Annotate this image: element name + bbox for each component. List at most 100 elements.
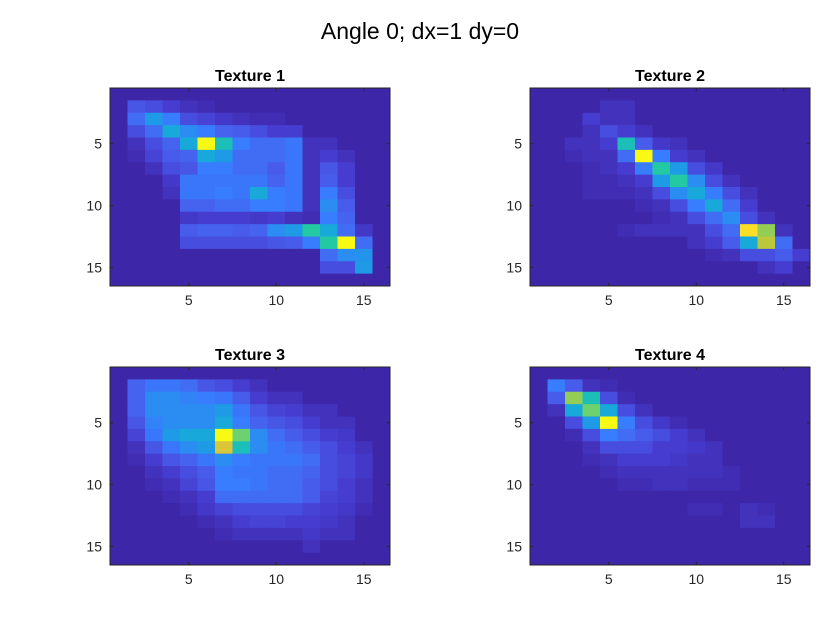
heatmap-cell (530, 125, 548, 138)
heatmap-cell (285, 490, 303, 504)
heatmap-cell (285, 125, 303, 138)
heatmap-cell (355, 540, 373, 554)
heatmap-cell (740, 466, 758, 479)
heatmap-cell (565, 428, 583, 442)
heatmap-cell (250, 88, 268, 101)
axes-box (109, 87, 391, 287)
heatmap-cell (635, 490, 653, 504)
heatmap-cell (372, 125, 391, 138)
heatmap-cell (565, 441, 583, 455)
panel-title: Texture 4 (635, 347, 705, 364)
heatmap-cell (372, 261, 391, 275)
heatmap-cell (162, 478, 181, 492)
heatmap-cell (337, 404, 356, 417)
heatmap-cell (285, 527, 303, 541)
heatmap-cell (320, 404, 338, 417)
y-tick-label: 15 (506, 538, 522, 554)
heatmap-cell (285, 187, 303, 200)
heatmap-cell (355, 100, 373, 114)
heatmap-cell (320, 552, 338, 566)
heatmap-cell (670, 88, 688, 101)
heatmap-cell (565, 199, 583, 213)
heatmap-cell (775, 211, 793, 225)
heatmap-cell (215, 379, 233, 393)
heatmap-cell (110, 391, 128, 405)
heatmap-cell (565, 515, 583, 529)
heatmap-cell (617, 88, 636, 101)
heatmap-cell (600, 187, 618, 200)
heatmap-cell (302, 367, 321, 380)
heatmap-cell (600, 236, 618, 250)
heatmap-cell (355, 261, 373, 275)
heatmap-cell (145, 441, 163, 455)
heatmap-cell (285, 478, 303, 492)
heatmap-cell (652, 404, 671, 417)
heatmap-cell (320, 162, 338, 176)
heatmap-cell (652, 248, 671, 262)
heatmap-cell (792, 100, 811, 114)
heatmap-cell (232, 224, 251, 237)
heatmap-cell (687, 367, 706, 380)
heatmap-cell (652, 391, 671, 405)
heatmap-cell (372, 428, 391, 442)
heatmap-cell (145, 490, 163, 504)
heatmap-cell (547, 391, 566, 405)
heatmap-cell (547, 273, 566, 287)
heatmap-cell (250, 367, 268, 380)
heatmap-cell (320, 100, 338, 114)
heatmap-cell (757, 100, 776, 114)
heatmap-cell (775, 527, 793, 541)
heatmap-cell (145, 137, 163, 151)
heatmap-cell (372, 441, 391, 455)
heatmap-cell (740, 416, 758, 430)
heatmap-cell (215, 515, 233, 529)
heatmap-cell (705, 379, 723, 393)
heatmap-cell (600, 248, 618, 262)
heatmap-cell (530, 149, 548, 163)
heatmap-cell (320, 125, 338, 138)
heatmap-cell (232, 478, 251, 492)
heatmap-cell (267, 125, 286, 138)
heatmap-cell (582, 261, 601, 275)
heatmap-cell (600, 88, 618, 101)
heatmap-cell (232, 367, 251, 380)
heatmap-cell (372, 466, 391, 479)
heatmap-cell (285, 503, 303, 516)
heatmap-cell (127, 162, 146, 176)
heatmap-cell (740, 503, 758, 516)
heatmap-cell (722, 441, 741, 455)
heatmap-cell (792, 137, 811, 151)
heatmap-cell (232, 88, 251, 101)
heatmap-cell (197, 379, 216, 393)
heatmap-cell (197, 515, 216, 529)
heatmap-cell (670, 236, 688, 250)
x-tick-label: 5 (605, 571, 613, 587)
heatmap-cell (232, 379, 251, 393)
heatmap-cell (355, 404, 373, 417)
heatmap-cell (705, 515, 723, 529)
heatmap-cell (740, 428, 758, 442)
heatmap-cell (687, 261, 706, 275)
heatmap-cell (355, 466, 373, 479)
heatmap-cell (617, 453, 636, 467)
heatmap-cell (687, 503, 706, 516)
heatmap-cell (232, 466, 251, 479)
heatmap-cell (635, 391, 653, 405)
heatmap-cell (565, 162, 583, 176)
heatmap-cell (197, 236, 216, 250)
heatmap-cell (285, 112, 303, 126)
heatmap-cell (267, 273, 286, 287)
heatmap-cell (162, 490, 181, 504)
heatmap-cell (337, 162, 356, 176)
heatmap-cell (705, 125, 723, 138)
heatmap-cell (740, 478, 758, 492)
heatmap-cell (250, 478, 268, 492)
heatmap-cell (110, 88, 128, 101)
heatmap-cell (670, 379, 688, 393)
heatmap-cell (197, 149, 216, 163)
heatmap-cell (162, 261, 181, 275)
heatmap-cell (197, 174, 216, 188)
heatmap-cell (285, 273, 303, 287)
heatmap-cell (722, 112, 741, 126)
heatmap-cell (355, 367, 373, 380)
